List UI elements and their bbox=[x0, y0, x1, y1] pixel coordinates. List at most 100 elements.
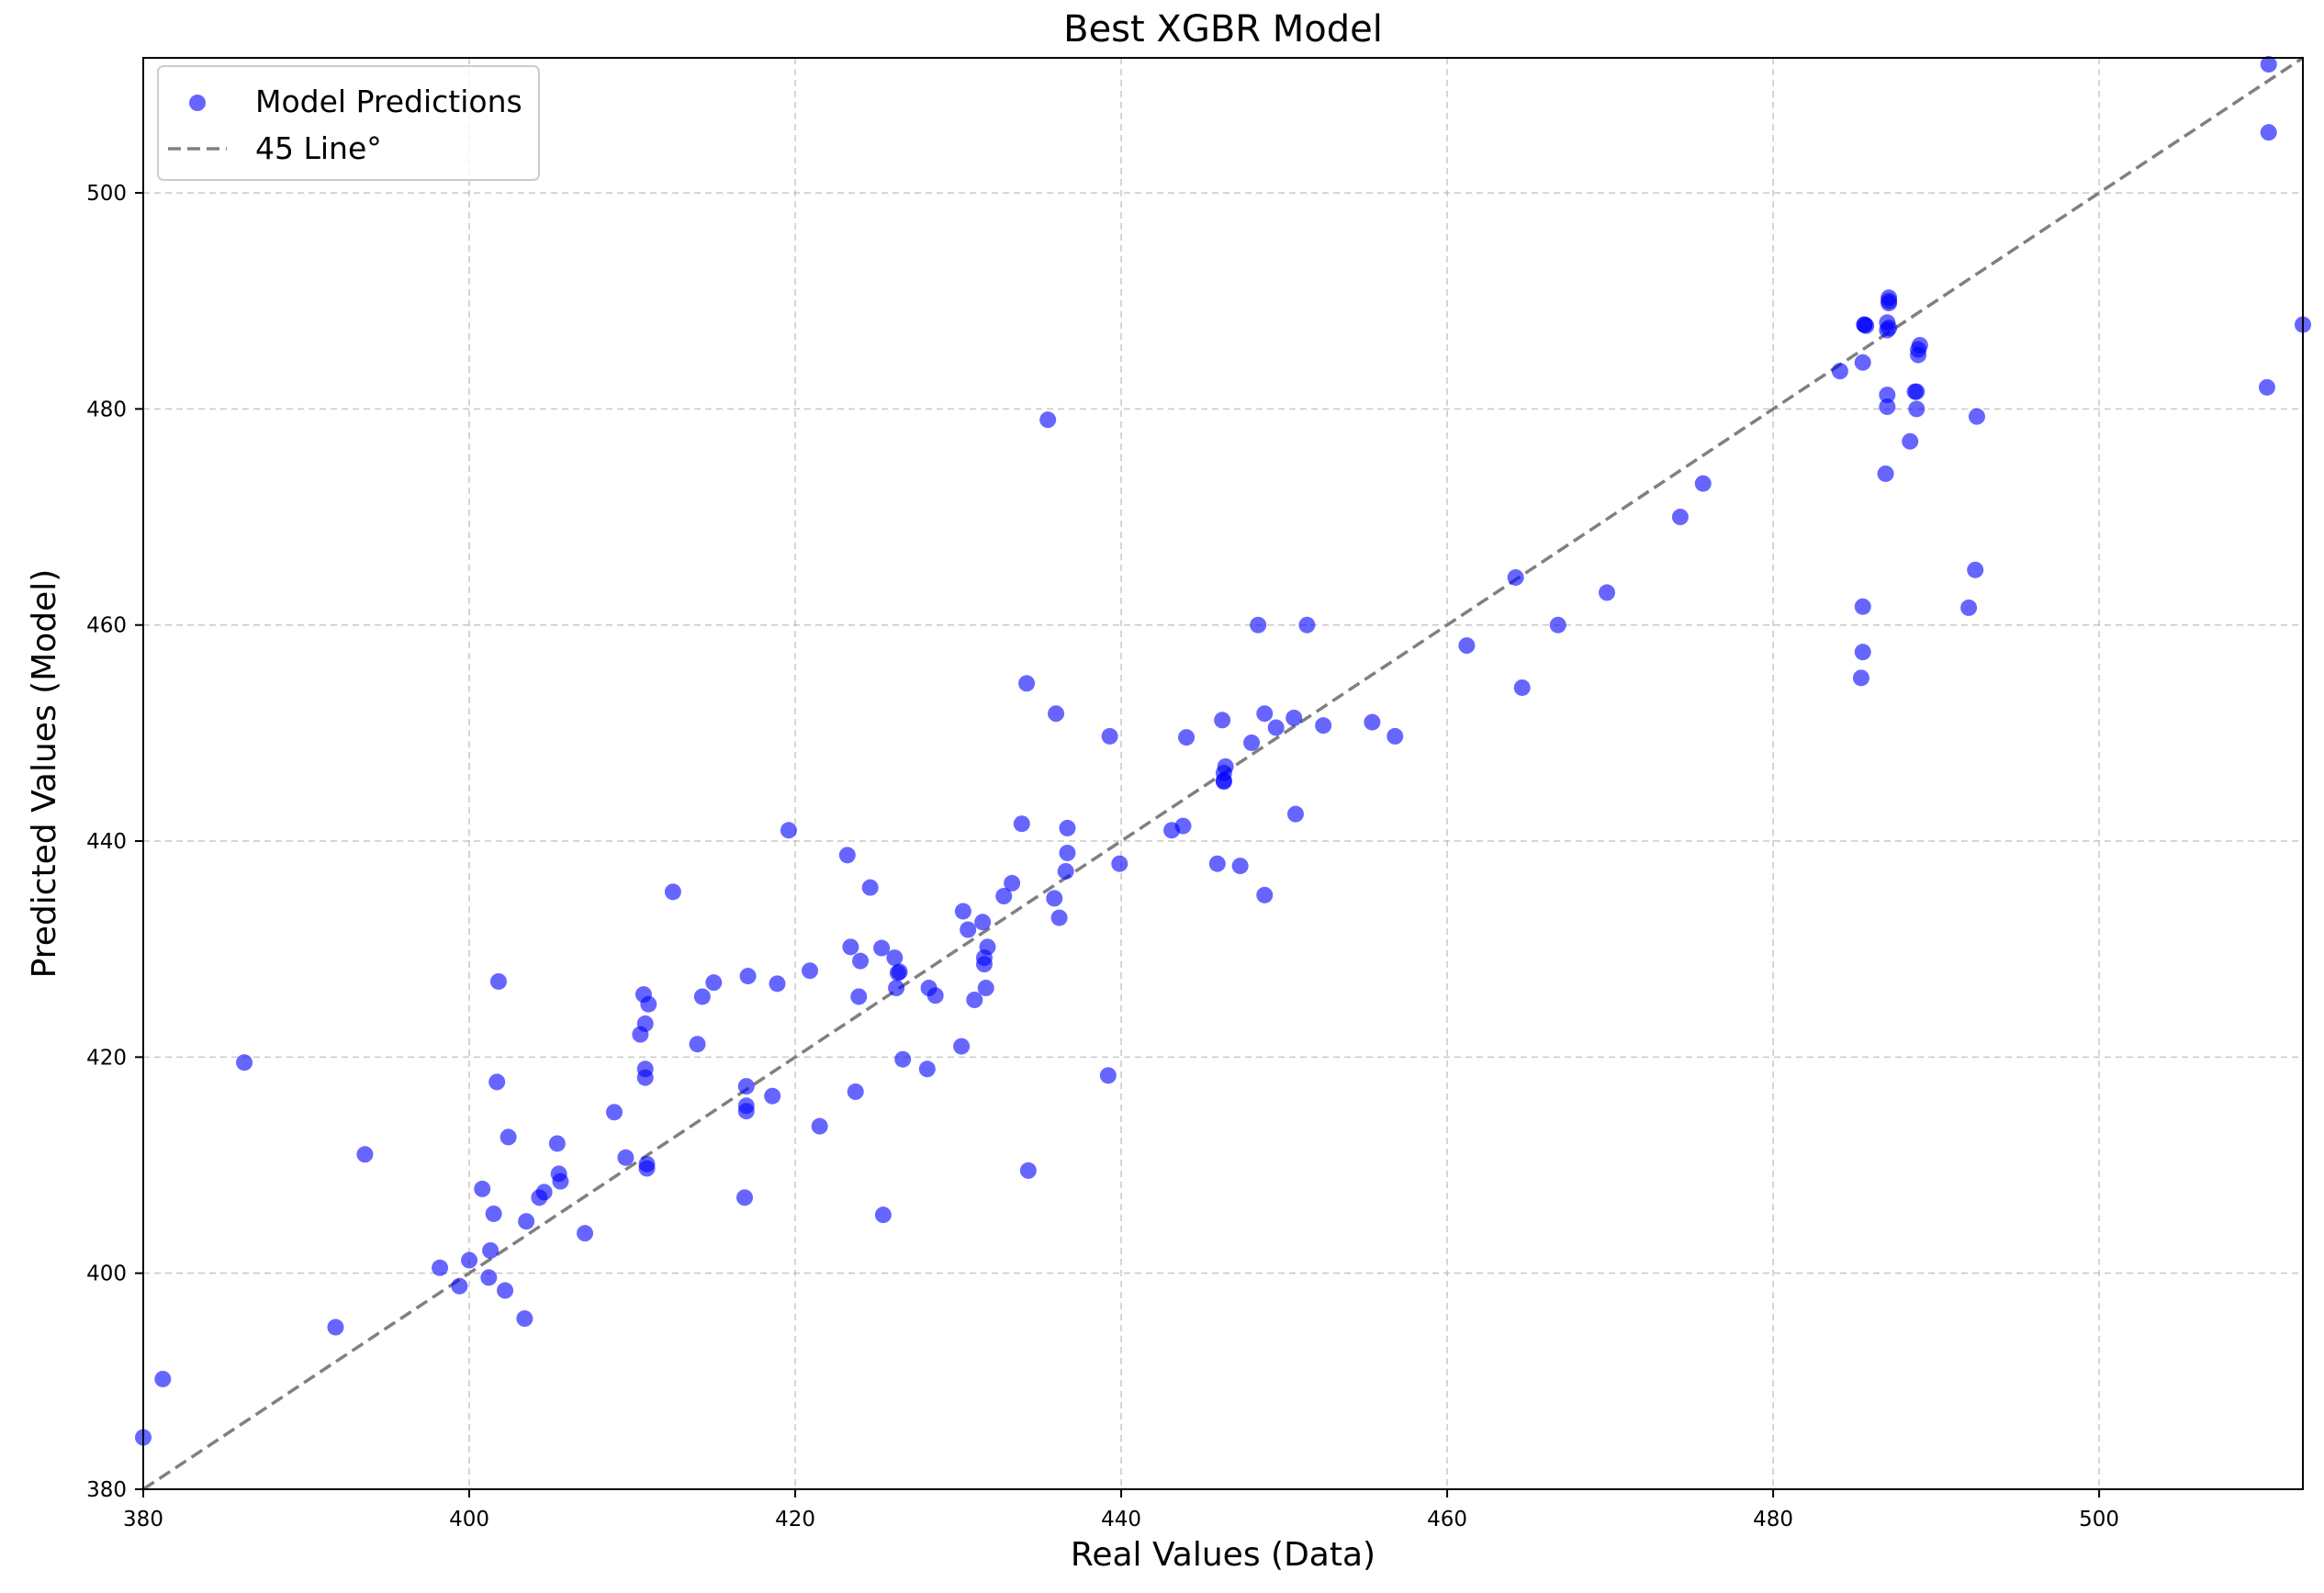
data-point bbox=[474, 1180, 491, 1197]
legend-label-model-predictions: Model Predictions bbox=[255, 84, 522, 119]
data-point bbox=[1013, 815, 1030, 833]
data-point bbox=[236, 1054, 253, 1071]
data-point bbox=[1854, 353, 1871, 371]
data-point bbox=[1057, 862, 1074, 880]
data-point bbox=[1315, 717, 1332, 735]
data-point bbox=[977, 980, 994, 997]
x-tick-label: 440 bbox=[1101, 1508, 1141, 1531]
data-point bbox=[891, 963, 908, 981]
data-point bbox=[739, 968, 757, 985]
data-point bbox=[1285, 709, 1303, 726]
x-tick-label: 480 bbox=[1753, 1508, 1793, 1531]
data-point bbox=[1513, 679, 1531, 696]
data-point bbox=[2260, 124, 2277, 141]
data-point bbox=[1960, 599, 1978, 616]
data-point bbox=[852, 952, 870, 970]
data-point bbox=[482, 1241, 500, 1259]
data-point bbox=[1231, 858, 1249, 875]
data-point bbox=[737, 1097, 755, 1115]
data-point bbox=[1967, 561, 1984, 578]
data-point bbox=[918, 1060, 936, 1078]
data-point bbox=[780, 822, 797, 839]
y-tick-label: 400 bbox=[86, 1262, 127, 1286]
data-point bbox=[1217, 757, 1234, 775]
data-point bbox=[1854, 644, 1871, 661]
data-point bbox=[1256, 886, 1274, 903]
data-point bbox=[1267, 719, 1285, 736]
data-point bbox=[1854, 598, 1871, 615]
legend-box bbox=[157, 65, 540, 181]
data-point bbox=[461, 1251, 478, 1269]
data-point bbox=[842, 938, 859, 956]
data-point bbox=[1387, 727, 1404, 745]
data-point bbox=[518, 1213, 535, 1230]
data-point bbox=[1671, 509, 1689, 526]
data-point bbox=[979, 938, 996, 956]
data-point bbox=[1178, 729, 1196, 746]
data-point bbox=[552, 1172, 569, 1190]
data-point bbox=[1902, 432, 1919, 450]
data-point bbox=[1111, 855, 1128, 872]
data-point bbox=[1911, 336, 1928, 353]
legend-marker-scatter bbox=[189, 95, 206, 111]
data-point bbox=[1879, 398, 1896, 416]
data-point bbox=[894, 1050, 912, 1068]
data-point bbox=[953, 1038, 971, 1055]
data-point bbox=[1059, 844, 1076, 861]
data-point bbox=[888, 980, 905, 997]
data-point bbox=[1877, 465, 1894, 482]
data-point bbox=[960, 921, 977, 938]
data-point bbox=[1059, 819, 1076, 836]
data-point bbox=[2258, 378, 2275, 396]
legend-label-45-line: 45 Line° bbox=[255, 130, 382, 166]
data-point bbox=[873, 939, 891, 957]
data-point bbox=[535, 1184, 553, 1201]
data-point bbox=[838, 847, 856, 864]
data-point bbox=[1879, 387, 1896, 404]
data-point bbox=[1908, 383, 1925, 400]
data-point bbox=[451, 1277, 468, 1295]
data-point bbox=[1831, 363, 1848, 380]
data-point bbox=[1208, 855, 1226, 872]
data-point bbox=[516, 1310, 533, 1328]
data-point bbox=[1881, 320, 1898, 337]
data-point bbox=[497, 1282, 514, 1299]
x-tick-label: 500 bbox=[2079, 1508, 2119, 1531]
data-point bbox=[640, 995, 657, 1013]
data-point bbox=[480, 1269, 498, 1286]
data-point bbox=[1174, 817, 1192, 835]
y-tick-label: 500 bbox=[86, 182, 127, 206]
data-point bbox=[1099, 1067, 1117, 1084]
data-point bbox=[1019, 1161, 1037, 1179]
data-point bbox=[693, 988, 711, 1005]
data-point bbox=[1458, 637, 1476, 655]
data-point bbox=[1852, 669, 1869, 687]
y-tick-label: 380 bbox=[86, 1478, 127, 1502]
data-point bbox=[1048, 705, 1065, 723]
y-tick-label: 440 bbox=[86, 830, 127, 854]
data-point bbox=[861, 879, 879, 896]
data-point bbox=[705, 974, 723, 992]
data-point bbox=[664, 883, 681, 901]
data-point bbox=[1101, 727, 1118, 745]
data-point bbox=[874, 1206, 892, 1224]
data-point bbox=[1050, 909, 1068, 926]
data-points bbox=[135, 56, 2311, 1446]
x-tick-label: 380 bbox=[123, 1508, 163, 1531]
data-point bbox=[636, 1069, 654, 1086]
data-point bbox=[1364, 713, 1381, 731]
data-point bbox=[606, 1104, 623, 1121]
x-tick-label: 460 bbox=[1427, 1508, 1467, 1531]
axis-ticks: 380 400 420 440 460 480 500 380 400 420 440 460 480 5… bbox=[86, 182, 2119, 1531]
data-point bbox=[954, 903, 971, 920]
y-axis-label: Predicted Values (Model) bbox=[26, 569, 63, 979]
data-point bbox=[1286, 805, 1304, 823]
data-point bbox=[500, 1128, 517, 1146]
data-point bbox=[737, 1078, 755, 1095]
data-point bbox=[1243, 734, 1261, 751]
data-point bbox=[926, 987, 944, 1004]
data-point bbox=[1549, 616, 1566, 634]
data-point bbox=[1881, 292, 1898, 309]
data-point bbox=[689, 1036, 706, 1053]
